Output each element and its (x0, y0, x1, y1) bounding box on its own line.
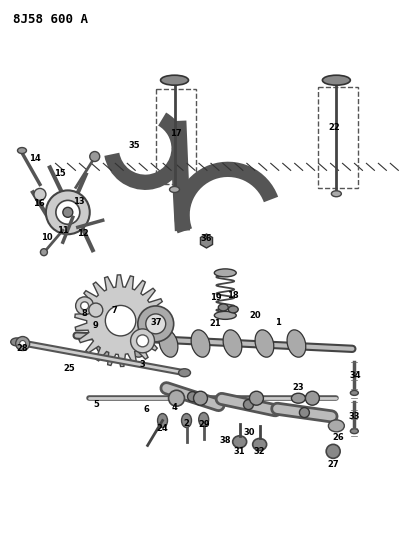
Text: 17: 17 (170, 129, 182, 138)
Circle shape (188, 392, 197, 401)
Ellipse shape (255, 330, 274, 357)
Text: 11: 11 (57, 226, 69, 235)
Circle shape (300, 408, 310, 417)
Ellipse shape (11, 338, 23, 346)
Text: 21: 21 (210, 319, 222, 328)
Ellipse shape (326, 445, 340, 458)
Text: 29: 29 (198, 421, 209, 429)
Text: 32: 32 (254, 447, 265, 456)
Circle shape (46, 190, 90, 234)
Ellipse shape (306, 391, 319, 405)
Circle shape (63, 207, 73, 217)
Text: 30: 30 (243, 427, 255, 437)
Circle shape (20, 341, 26, 346)
Text: 38: 38 (219, 436, 231, 445)
Text: 1: 1 (275, 318, 282, 327)
Ellipse shape (168, 390, 184, 406)
Ellipse shape (331, 191, 341, 197)
Text: 35: 35 (129, 141, 140, 150)
Ellipse shape (287, 330, 306, 357)
Ellipse shape (194, 391, 207, 405)
Ellipse shape (214, 311, 236, 319)
Ellipse shape (322, 75, 350, 85)
Ellipse shape (350, 429, 358, 434)
Circle shape (146, 314, 166, 334)
Circle shape (137, 335, 148, 347)
Ellipse shape (233, 436, 247, 448)
Text: 28: 28 (17, 344, 28, 353)
Ellipse shape (170, 187, 180, 192)
Circle shape (243, 400, 253, 409)
Circle shape (81, 302, 89, 310)
Ellipse shape (223, 330, 242, 357)
Ellipse shape (214, 269, 236, 277)
Text: 37: 37 (150, 318, 162, 327)
Text: 10: 10 (41, 233, 53, 242)
Text: 34: 34 (350, 371, 361, 380)
Text: 25: 25 (63, 364, 75, 373)
Ellipse shape (328, 420, 344, 432)
Ellipse shape (199, 413, 209, 426)
Ellipse shape (292, 393, 306, 403)
Text: 23: 23 (293, 383, 304, 392)
Circle shape (76, 297, 93, 315)
Text: 26: 26 (332, 433, 344, 442)
Text: 20: 20 (250, 311, 261, 320)
Ellipse shape (182, 414, 192, 427)
Ellipse shape (191, 330, 210, 357)
Ellipse shape (41, 249, 47, 256)
Text: 5: 5 (94, 400, 99, 409)
Ellipse shape (178, 369, 190, 377)
Circle shape (56, 200, 80, 224)
Circle shape (16, 336, 30, 351)
Text: 24: 24 (157, 424, 168, 433)
Text: 8: 8 (82, 309, 87, 318)
Circle shape (90, 151, 100, 161)
Text: 4: 4 (172, 403, 178, 412)
Text: 16: 16 (33, 199, 45, 208)
Ellipse shape (253, 439, 267, 450)
Text: 31: 31 (234, 447, 245, 456)
Text: 19: 19 (210, 293, 221, 302)
Ellipse shape (249, 391, 263, 405)
Text: 12: 12 (77, 229, 89, 238)
Circle shape (89, 303, 103, 317)
Ellipse shape (159, 330, 178, 357)
Ellipse shape (160, 75, 188, 85)
Text: 18: 18 (227, 291, 239, 300)
Text: 7: 7 (112, 305, 117, 314)
Circle shape (34, 188, 46, 200)
Text: 8J58 600 A: 8J58 600 A (13, 13, 88, 26)
Circle shape (138, 306, 174, 342)
Text: 3: 3 (140, 360, 146, 369)
Ellipse shape (127, 330, 146, 357)
Text: 22: 22 (328, 123, 340, 132)
Ellipse shape (350, 391, 358, 395)
Text: 9: 9 (93, 321, 99, 330)
Text: 13: 13 (73, 197, 85, 206)
Text: 36: 36 (200, 235, 212, 244)
Ellipse shape (158, 414, 168, 427)
Ellipse shape (228, 306, 238, 313)
Text: 27: 27 (327, 459, 339, 469)
Ellipse shape (218, 304, 228, 311)
Circle shape (105, 305, 136, 336)
Text: 2: 2 (184, 419, 189, 427)
Text: 14: 14 (29, 154, 41, 163)
Ellipse shape (95, 330, 114, 357)
Text: 6: 6 (144, 406, 150, 415)
Ellipse shape (18, 148, 26, 154)
Polygon shape (75, 275, 166, 367)
Circle shape (131, 329, 154, 353)
Text: 15: 15 (54, 169, 66, 178)
Text: 33: 33 (348, 412, 360, 421)
